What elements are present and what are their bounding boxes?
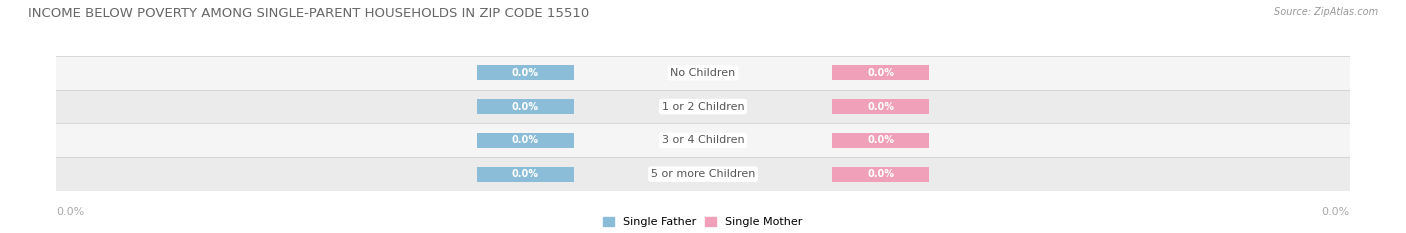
- Text: 0.0%: 0.0%: [512, 102, 538, 112]
- Text: INCOME BELOW POVERTY AMONG SINGLE-PARENT HOUSEHOLDS IN ZIP CODE 15510: INCOME BELOW POVERTY AMONG SINGLE-PARENT…: [28, 7, 589, 20]
- Bar: [477, 99, 574, 114]
- Bar: [56, 123, 1350, 157]
- Bar: [56, 157, 1350, 191]
- Text: 0.0%: 0.0%: [512, 68, 538, 78]
- Text: 1 or 2 Children: 1 or 2 Children: [662, 102, 744, 112]
- Text: 0.0%: 0.0%: [1322, 207, 1350, 217]
- Text: 0.0%: 0.0%: [868, 68, 894, 78]
- Legend: Single Father, Single Mother: Single Father, Single Mother: [603, 217, 803, 227]
- Bar: [477, 167, 574, 182]
- Text: 0.0%: 0.0%: [512, 169, 538, 179]
- Bar: [832, 99, 929, 114]
- Bar: [832, 65, 929, 80]
- Bar: [832, 167, 929, 182]
- Text: 0.0%: 0.0%: [868, 135, 894, 145]
- Bar: [477, 65, 574, 80]
- Text: 0.0%: 0.0%: [868, 169, 894, 179]
- Bar: [832, 133, 929, 148]
- Text: 5 or more Children: 5 or more Children: [651, 169, 755, 179]
- Bar: [56, 90, 1350, 123]
- Bar: [477, 133, 574, 148]
- Text: 3 or 4 Children: 3 or 4 Children: [662, 135, 744, 145]
- Text: No Children: No Children: [671, 68, 735, 78]
- Text: 0.0%: 0.0%: [868, 102, 894, 112]
- Text: 0.0%: 0.0%: [56, 207, 84, 217]
- Text: Source: ZipAtlas.com: Source: ZipAtlas.com: [1274, 7, 1378, 17]
- Bar: [56, 56, 1350, 90]
- Text: 0.0%: 0.0%: [512, 135, 538, 145]
